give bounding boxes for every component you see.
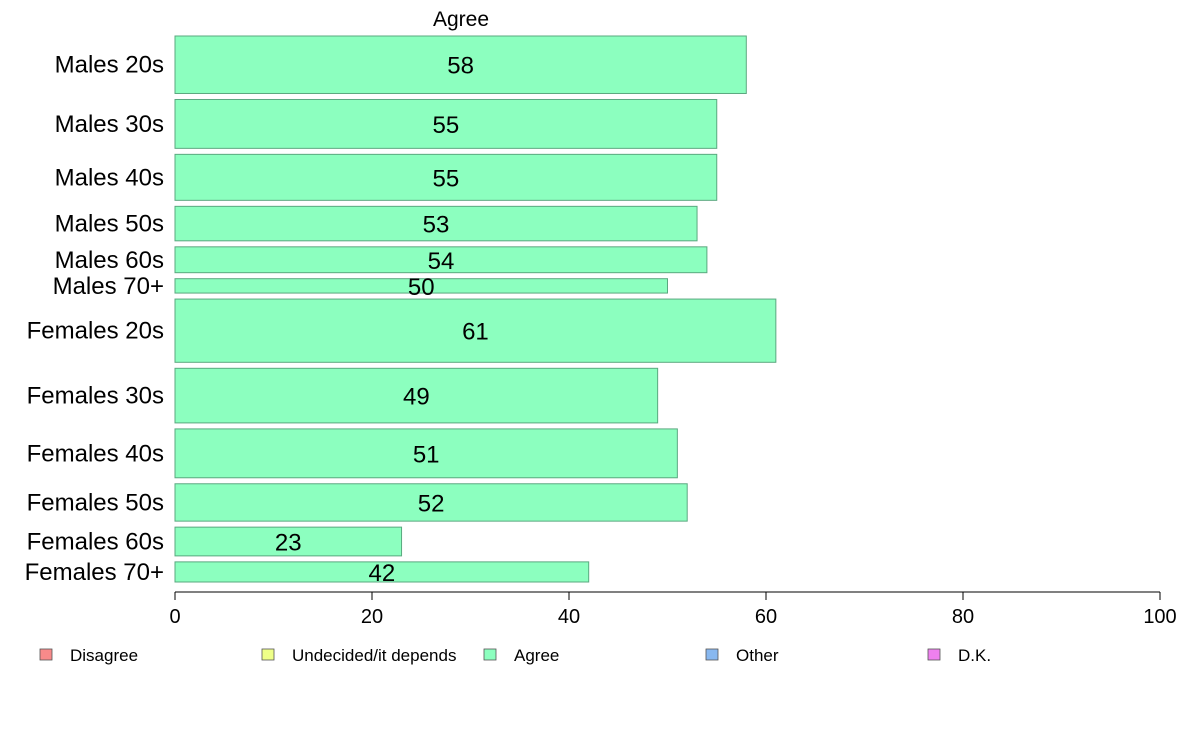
- legend-swatch-undecided-it-depends: [261, 648, 275, 661]
- bar-males-20s: [174, 35, 747, 94]
- data-label-males-50s: 53: [423, 212, 450, 239]
- bar-females-40s: [174, 428, 678, 479]
- legend-label-undecided-it-depends: Undecided/it depends: [292, 646, 456, 665]
- data-label-males-30s: 55: [433, 112, 460, 139]
- x-tick-label: 80: [952, 606, 974, 628]
- data-label-females-40s: 51: [413, 441, 440, 468]
- legend-swatch-agree: [483, 648, 497, 661]
- category-label-males-20s: Males 20s: [55, 52, 164, 79]
- x-tick-label: 20: [361, 606, 383, 628]
- chart-title: Agree: [433, 8, 489, 31]
- category-label-females-60s: Females 60s: [27, 529, 164, 556]
- legend-label-d-k: D.K.: [958, 646, 991, 665]
- bar-females-60s: [174, 526, 403, 557]
- bars-layer: Males 20s 58 Males 30s 55 Males 40s 55 Males 5…: [25, 35, 777, 587]
- bar-males-30s: [174, 98, 718, 149]
- data-label-females-20s: 61: [462, 319, 489, 346]
- bar-females-20s: [174, 298, 777, 363]
- category-label-females-50s: Females 50s: [27, 489, 164, 516]
- data-label-females-50s: 52: [418, 490, 445, 517]
- category-label-males-70: Males 70+: [53, 273, 164, 300]
- bar-females-30s: [174, 367, 659, 424]
- bar-males-60s: [174, 246, 708, 274]
- x-tick-label: 60: [755, 606, 777, 628]
- category-label-males-60s: Males 60s: [55, 247, 164, 274]
- legend: Disagree Undecided/it depends Agree Other D.…: [39, 646, 991, 665]
- x-tick-label: 0: [169, 606, 180, 628]
- data-label-females-30s: 49: [403, 384, 430, 411]
- legend-swatch-d-k: [927, 648, 941, 661]
- data-label-males-70: 50: [408, 274, 435, 301]
- x-axis: 0 20 40 60 80 100: [169, 591, 1177, 628]
- bar-males-50s: [174, 205, 698, 242]
- bar-females-70: [174, 561, 590, 583]
- category-label-males-30s: Males 30s: [55, 111, 164, 138]
- legend-label-other: Other: [736, 646, 779, 665]
- category-label-males-50s: Males 50s: [55, 211, 164, 238]
- category-label-males-40s: Males 40s: [55, 164, 164, 191]
- bar-males-70: [174, 278, 668, 294]
- data-label-males-60s: 54: [428, 248, 455, 275]
- legend-swatch-other: [705, 648, 719, 661]
- x-tick-label: 100: [1143, 606, 1176, 628]
- legend-swatch-disagree: [39, 648, 53, 661]
- data-label-females-70: 42: [368, 560, 395, 587]
- bar-females-50s: [174, 483, 688, 522]
- x-tick-label: 40: [558, 606, 580, 628]
- legend-label-disagree: Disagree: [70, 646, 138, 665]
- category-label-females-30s: Females 30s: [27, 383, 164, 410]
- legend-label-agree: Agree: [514, 646, 559, 665]
- bar-males-40s: [174, 153, 718, 201]
- category-label-females-40s: Females 40s: [27, 440, 164, 467]
- category-label-females-70: Females 70+: [25, 559, 164, 586]
- category-label-females-20s: Females 20s: [27, 318, 164, 345]
- data-label-females-60s: 23: [275, 530, 302, 557]
- data-label-males-20s: 58: [447, 53, 474, 80]
- data-label-males-40s: 55: [433, 165, 460, 192]
